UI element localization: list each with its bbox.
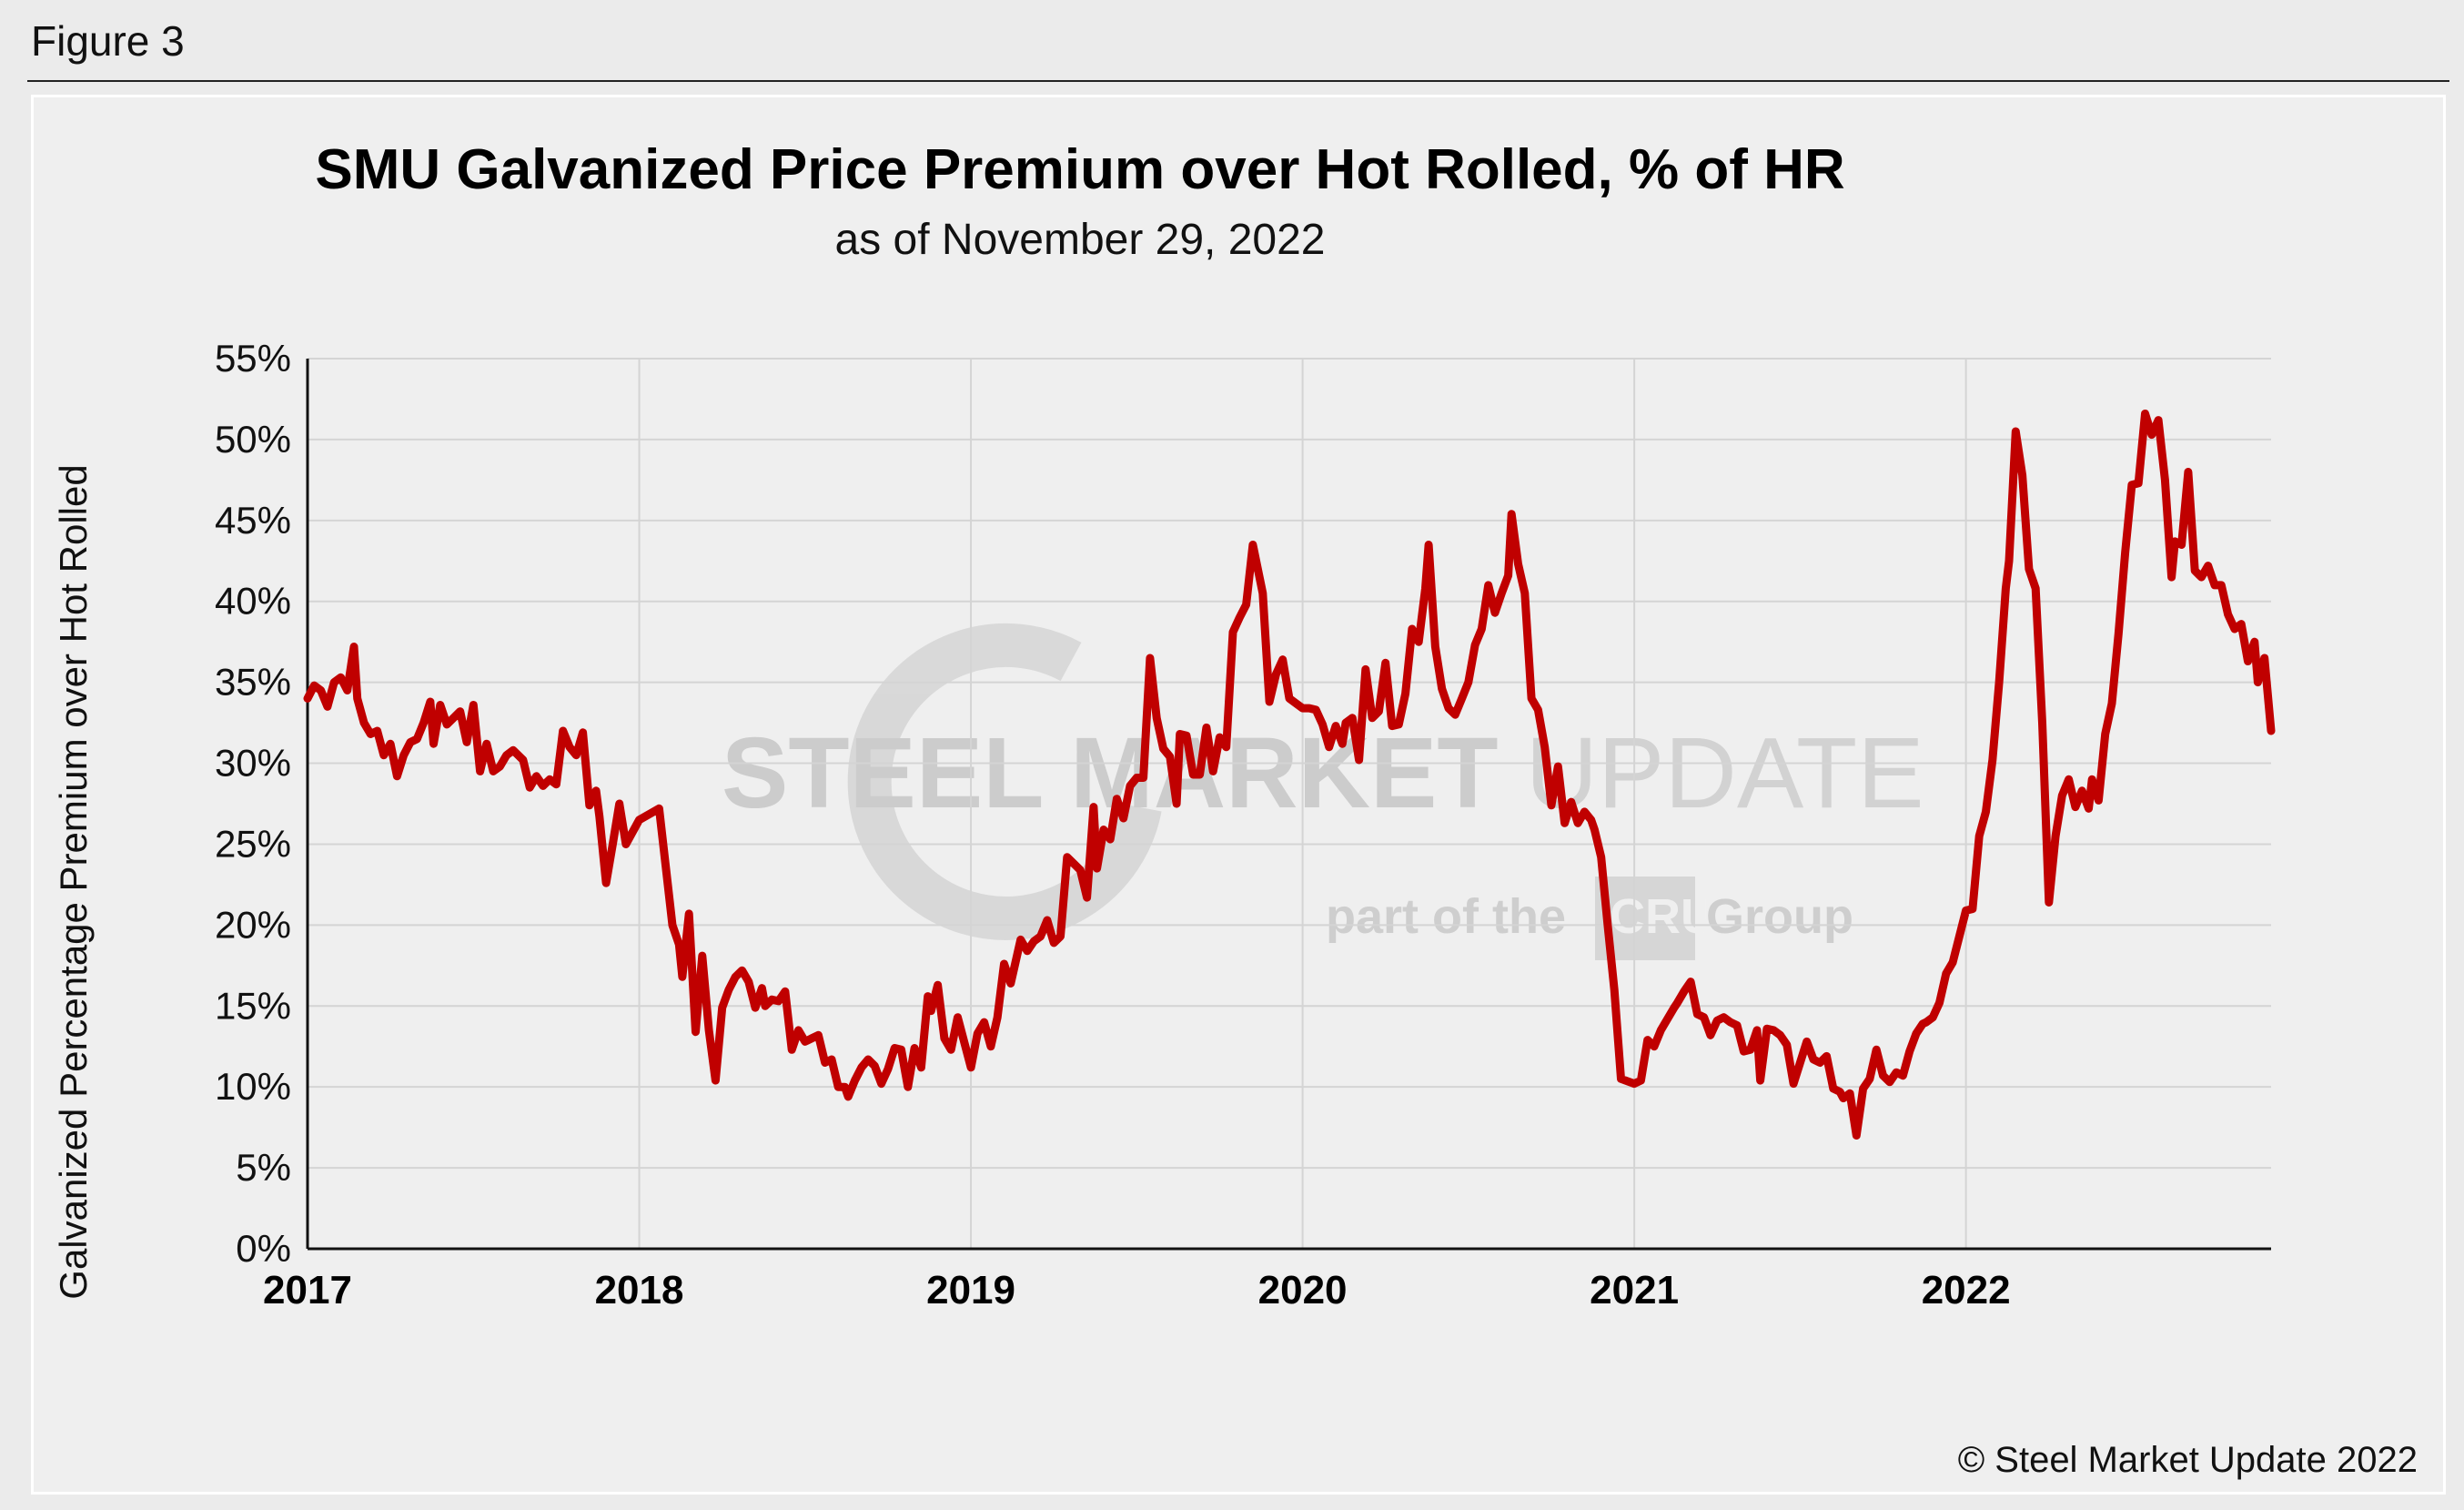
y-tick-label: 30% bbox=[215, 742, 291, 785]
y-tick-label: 0% bbox=[236, 1227, 291, 1270]
x-tick-label: 2022 bbox=[1922, 1268, 2011, 1312]
axes bbox=[306, 359, 2271, 1251]
watermark-swoosh-icon bbox=[847, 623, 1162, 940]
figure-label: Figure 3 bbox=[31, 17, 185, 65]
chart-panel: STEEL MARKET UPDATE part of the CRU Group… bbox=[31, 95, 2446, 1495]
series-group bbox=[303, 410, 2276, 1140]
watermark-steel-market: STEEL MARKET UPDATE bbox=[722, 717, 1924, 829]
chart-subtitle: as of November 29, 2022 bbox=[835, 216, 1326, 264]
y-axis-label: Galvanized Percentage Premium over Hot R… bbox=[52, 464, 95, 1299]
y-tick-label: 45% bbox=[215, 499, 291, 542]
series-line bbox=[303, 410, 2276, 1140]
y-axis-ticks: 0% 5% 10% 15% 20% 25% 30% 35% 40% 45% 50% 55% bbox=[215, 337, 291, 1270]
y-tick-label: 10% bbox=[215, 1065, 291, 1108]
y-tick-label: 15% bbox=[215, 984, 291, 1027]
header-rule bbox=[27, 80, 2449, 82]
x-tick-label: 2020 bbox=[1258, 1268, 1348, 1312]
x-tick-label: 2021 bbox=[1590, 1268, 1679, 1312]
y-tick-label: 25% bbox=[215, 822, 291, 865]
watermark-cru-text: CRU bbox=[1610, 889, 1716, 944]
x-tick-label: 2019 bbox=[926, 1268, 1015, 1312]
watermark-part-of: part of the bbox=[1326, 889, 1566, 944]
y-tick-label: 5% bbox=[236, 1146, 291, 1189]
x-axis-ticks: 2017 2018 2019 2020 2021 2022 bbox=[263, 1268, 2011, 1312]
x-tick-label: 2018 bbox=[595, 1268, 684, 1312]
watermark-logo: STEEL MARKET UPDATE part of the CRU Group bbox=[722, 623, 1924, 960]
x-tick-label: 2017 bbox=[263, 1268, 352, 1312]
watermark-group: Group bbox=[1706, 889, 1853, 944]
y-tick-label: 55% bbox=[215, 337, 291, 380]
y-tick-label: 50% bbox=[215, 418, 291, 461]
y-tick-label: 20% bbox=[215, 903, 291, 946]
y-tick-label: 35% bbox=[215, 661, 291, 704]
y-tick-label: 40% bbox=[215, 580, 291, 623]
grid-lines bbox=[308, 358, 2271, 1249]
chart-title: SMU Galvanized Price Premium over Hot Ro… bbox=[315, 138, 1844, 201]
chart-svg: STEEL MARKET UPDATE part of the CRU Group… bbox=[52, 138, 2418, 1480]
copyright-text: © Steel Market Update 2022 bbox=[1958, 1440, 2418, 1480]
